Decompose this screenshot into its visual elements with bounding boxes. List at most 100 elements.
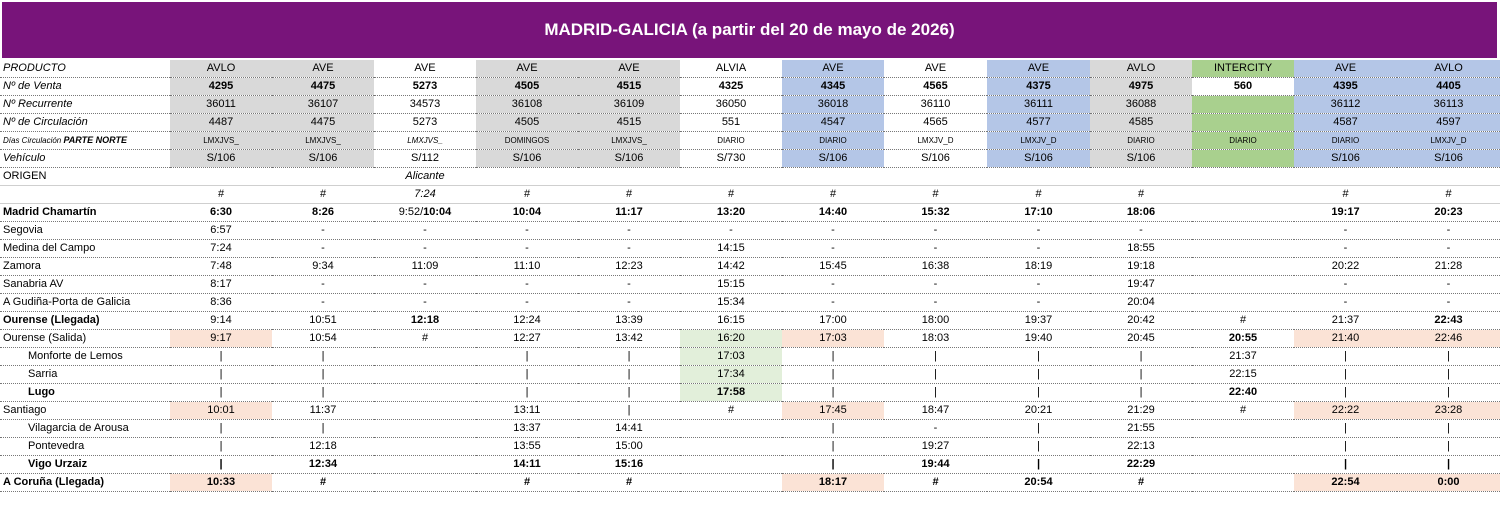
station-time: | xyxy=(1294,419,1397,438)
station-time: 22:29 xyxy=(1090,455,1192,474)
header-cell: 4515 xyxy=(578,77,680,96)
header-row-label: Días Circulación PARTE NORTE xyxy=(0,131,170,150)
station-time: 19:40 xyxy=(987,329,1090,348)
station-row: Medina del Campo 7:24- - - -14:15- - -18:55- - xyxy=(0,239,1500,258)
station-time: # xyxy=(578,473,680,492)
header-row-label: Vehículo xyxy=(0,149,170,168)
origin-cell xyxy=(884,167,987,186)
station-time: - xyxy=(578,293,680,312)
header-cell: 4597 xyxy=(1397,113,1500,132)
header-cell: 4395 xyxy=(1294,77,1397,96)
station-time xyxy=(1192,419,1294,438)
station-time xyxy=(1192,455,1294,474)
station-time: 10:54 xyxy=(272,329,374,348)
header-cell: 4565 xyxy=(884,77,987,96)
header-cell: S/106 xyxy=(272,149,374,168)
station-time: | xyxy=(884,365,987,384)
station-time: | xyxy=(1397,383,1500,402)
station-time: | xyxy=(170,365,272,384)
station-time: - xyxy=(884,275,987,294)
origin-cell: # xyxy=(476,185,578,204)
station-time: 22:43 xyxy=(1397,311,1500,330)
station-time: | xyxy=(170,347,272,366)
station-time: 22:46 xyxy=(1397,329,1500,348)
header-cell: 36112 xyxy=(1294,95,1397,114)
station-time: | xyxy=(987,437,1090,456)
station-time: 15:34 xyxy=(680,293,782,312)
origin-cell xyxy=(782,167,884,186)
station-time: 11:17 xyxy=(578,203,680,222)
station-row: Pontevedra | 12:18 13:55 15:00 | 19:27 | 22:13 | | xyxy=(0,437,1500,456)
station-time: - xyxy=(476,275,578,294)
station-time: - xyxy=(680,221,782,240)
station-row: Vigo Urzaiz | 12:34 14:11 15:16 | 19:44 | 22:29 |… xyxy=(0,455,1500,474)
header-cell: AVE xyxy=(1294,60,1397,78)
station-time: 7:48 xyxy=(170,257,272,276)
header-cell: S/106 xyxy=(578,149,680,168)
station-time xyxy=(1192,293,1294,312)
header-cell: S/106 xyxy=(987,149,1090,168)
station-time: 18:47 xyxy=(884,401,987,420)
station-time: - xyxy=(1294,221,1397,240)
station-time: 19:47 xyxy=(1090,275,1192,294)
header-cell: AVE xyxy=(476,60,578,78)
station-time: # xyxy=(1192,401,1294,420)
station-row: Ourense (Llegada) 9:14 10:51 12:18 12:24 13:3… xyxy=(0,311,1500,330)
header-cell: LMXJVS_ xyxy=(578,131,680,150)
origin-row: # #7:24 # # # # # # # # # xyxy=(0,185,1500,204)
station-time: | xyxy=(782,365,884,384)
station-name: A Gudiña-Porta de Galicia xyxy=(0,293,170,312)
header-cell: 5273 xyxy=(374,77,476,96)
station-time: 16:20 xyxy=(680,329,782,348)
station-time xyxy=(1192,257,1294,276)
station-time: 20:22 xyxy=(1294,257,1397,276)
station-time: | xyxy=(1397,365,1500,384)
header-cell: AVLO xyxy=(170,60,272,78)
station-time: | xyxy=(1294,347,1397,366)
station-time: 19:27 xyxy=(884,437,987,456)
station-time: 9:34 xyxy=(272,257,374,276)
station-time: 18:00 xyxy=(884,311,987,330)
station-time: - xyxy=(987,221,1090,240)
header-row-label-extra: PARTE NORTE xyxy=(63,135,127,145)
station-name: Monforte de Lemos xyxy=(0,347,170,366)
station-time: | xyxy=(272,419,374,438)
station-time: 22:22 xyxy=(1294,401,1397,420)
station-name: Sarria xyxy=(0,365,170,384)
station-time: 23:28 xyxy=(1397,401,1500,420)
header-cell: AVE xyxy=(987,60,1090,78)
origin-cell xyxy=(987,167,1090,186)
station-row: Sarria | | | | 17:34 | | | | 22:15 | | xyxy=(0,365,1500,384)
station-time: 22:40 xyxy=(1192,383,1294,402)
station-name: Medina del Campo xyxy=(0,239,170,258)
station-time: 14:11 xyxy=(476,455,578,474)
station-time: 18:55 xyxy=(1090,239,1192,258)
station-time: - xyxy=(884,221,987,240)
header-cell: 36111 xyxy=(987,95,1090,114)
header-cell: LMXJVS_ xyxy=(374,131,476,150)
station-row: Zamora 7:48 9:34 11:09 11:10 12:23 14:42 15:45 1… xyxy=(0,257,1500,276)
timetable-title: MADRID-GALICIA (a partir del 20 de mayo … xyxy=(2,2,1497,58)
station-time xyxy=(374,383,476,402)
station-time: - xyxy=(476,293,578,312)
origin-row-label: ORIGEN xyxy=(0,167,170,186)
header-row: Vehículo S/106 S/106 S/112 S/106 S/106 S/730 S/… xyxy=(0,149,1500,168)
station-time: 16:15 xyxy=(680,311,782,330)
station-time: - xyxy=(374,293,476,312)
header-cell: DOMINGOS xyxy=(476,131,578,150)
origin-cell xyxy=(170,167,272,186)
header-cell: S/106 xyxy=(1090,149,1192,168)
station-time: - xyxy=(1397,221,1500,240)
header-row-label: Nº Recurrente xyxy=(0,95,170,114)
origin-row-label xyxy=(0,185,170,204)
origin-cell: # xyxy=(680,185,782,204)
origin-cell: # xyxy=(170,185,272,204)
station-time: 17:58 xyxy=(680,383,782,402)
station-time: - xyxy=(987,239,1090,258)
station-time: 18:06 xyxy=(1090,203,1192,222)
station-time: | xyxy=(272,347,374,366)
header-cell: 4345 xyxy=(782,77,884,96)
station-name: Lugo xyxy=(0,383,170,402)
station-time: 17:45 xyxy=(782,401,884,420)
station-time xyxy=(374,473,476,492)
